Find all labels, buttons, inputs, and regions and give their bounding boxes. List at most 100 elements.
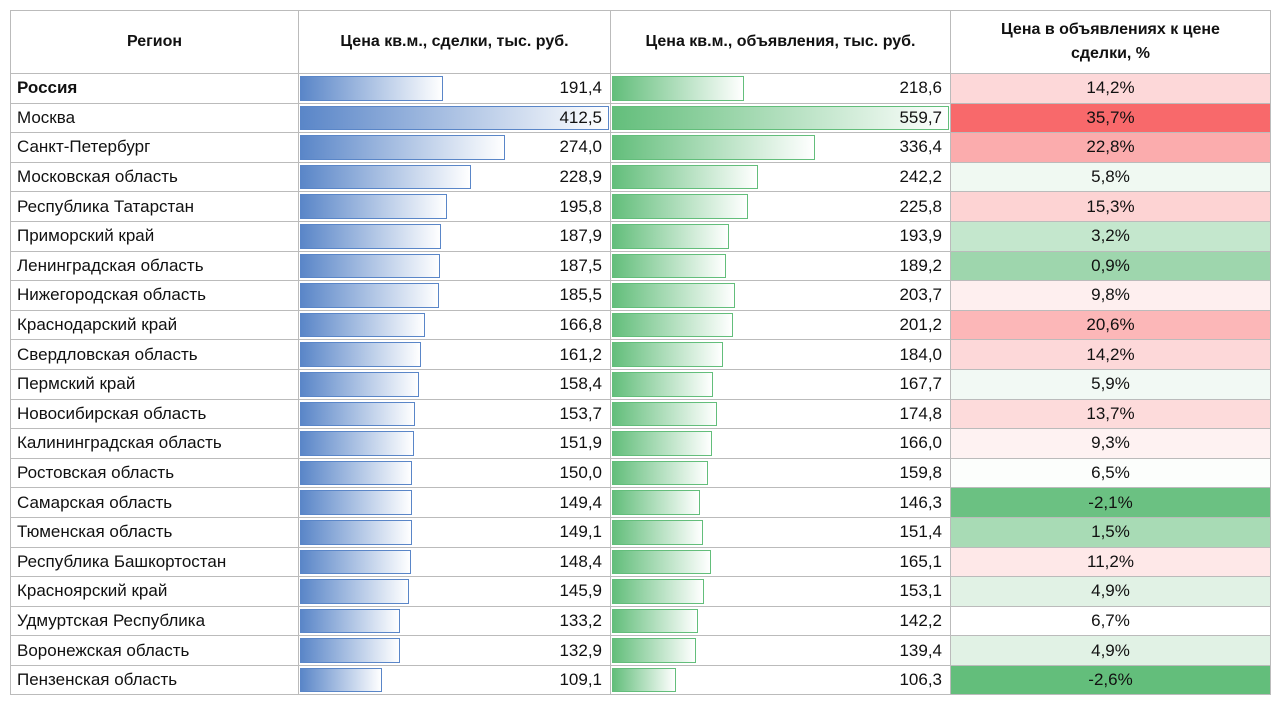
- listing-price-cell: 139,4: [610, 635, 951, 666]
- listing-price-cell: 201,2: [610, 309, 951, 341]
- deal-price-label: 187,9: [559, 226, 602, 246]
- deal-price-label: 185,5: [559, 285, 602, 305]
- deal-price-label: 148,4: [559, 551, 602, 571]
- deal-price-label: 149,1: [559, 522, 602, 542]
- table-row: Самарская область 149,4 146,3 -2,1%: [10, 487, 1271, 518]
- table-row: Московская область 228,9 242,2 5,8%: [10, 161, 1271, 193]
- deal-price-bar: [300, 223, 441, 249]
- listing-price-label: 193,9: [899, 226, 942, 246]
- listing-price-bar: [612, 490, 701, 515]
- deal-price-cell: 109,1: [298, 664, 611, 696]
- region-cell: Удмуртская Республика: [10, 605, 299, 637]
- ratio-cell: 4,9%: [950, 576, 1271, 607]
- deal-price-cell: 228,9: [298, 161, 611, 193]
- region-cell: Ростовская область: [10, 457, 299, 489]
- ratio-cell: 22,8%: [950, 132, 1271, 163]
- listing-price-label: 218,6: [899, 78, 942, 98]
- table-row: Нижегородская область 185,5 203,7 9,8%: [10, 280, 1271, 311]
- deal-price-bar: [300, 283, 439, 308]
- listing-price-cell: 159,8: [610, 457, 951, 489]
- listing-price-label: 559,7: [899, 107, 942, 127]
- listing-price-bar: [612, 638, 696, 663]
- deal-price-cell: 150,0: [298, 457, 611, 489]
- deal-price-bar: [300, 579, 410, 604]
- listing-price-label: 336,4: [899, 137, 942, 157]
- listing-price-label: 203,7: [899, 285, 942, 305]
- listing-price-label: 242,2: [899, 167, 942, 187]
- region-cell: Россия: [10, 73, 299, 104]
- region-cell: Калининградская область: [10, 428, 299, 459]
- listing-price-cell: 189,2: [610, 250, 951, 282]
- deal-price-bar: [300, 460, 413, 486]
- ratio-cell: 4,9%: [950, 635, 1271, 666]
- listing-price-label: 146,3: [899, 492, 942, 512]
- region-cell: Санкт-Петербург: [10, 132, 299, 163]
- deal-price-label: 153,7: [559, 403, 602, 423]
- table-body: Россия 191,4 218,6 14,2% Москва 412,5 559,7 35,…: [10, 73, 1271, 696]
- listing-price-bar: [612, 460, 709, 486]
- listing-price-cell: 559,7: [610, 102, 951, 134]
- listing-price-label: 225,8: [899, 196, 942, 216]
- listing-price-label: 142,2: [899, 610, 942, 630]
- ratio-cell: 6,7%: [950, 605, 1271, 637]
- listing-price-cell: 165,1: [610, 546, 951, 578]
- deal-price-cell: 132,9: [298, 635, 611, 666]
- table-row: Новосибирская область 153,7 174,8 13,7%: [10, 398, 1271, 430]
- ratio-cell: 0,9%: [950, 250, 1271, 282]
- region-cell: Пермский край: [10, 368, 299, 400]
- region-cell: Приморский край: [10, 220, 299, 252]
- ratio-cell: 20,6%: [950, 309, 1271, 341]
- deal-price-label: 133,2: [559, 610, 602, 630]
- listing-price-cell: 167,7: [610, 368, 951, 400]
- deal-price-cell: 187,5: [298, 250, 611, 282]
- deal-price-bar: [300, 135, 506, 160]
- deal-price-bar: [300, 401, 416, 427]
- listing-price-cell: 153,1: [610, 576, 951, 607]
- region-cell: Москва: [10, 102, 299, 134]
- deal-price-label: 132,9: [559, 640, 602, 660]
- header-row: Регион Цена кв.м., сделки, тыс. руб. Цен…: [10, 10, 1271, 74]
- deal-price-label: 166,8: [559, 315, 602, 335]
- deal-price-bar: [300, 667, 382, 693]
- ratio-cell: 3,2%: [950, 220, 1271, 252]
- deal-price-label: 109,1: [559, 670, 602, 690]
- table-row: Пензенская область 109,1 106,3 -2,6%: [10, 664, 1271, 696]
- ratio-cell: 5,8%: [950, 161, 1271, 193]
- deal-price-cell: 166,8: [298, 309, 611, 341]
- listing-price-label: 167,7: [899, 374, 942, 394]
- listing-price-cell: 218,6: [610, 73, 951, 104]
- ratio-cell: 9,8%: [950, 280, 1271, 311]
- listing-price-label: 189,2: [899, 255, 942, 275]
- listing-price-label: 159,8: [899, 463, 942, 483]
- listing-price-bar: [612, 253, 726, 279]
- listing-price-bar: [612, 105, 949, 131]
- header-cell: Цена кв.м., объявления, тыс. руб.: [610, 10, 951, 74]
- ratio-cell: 14,2%: [950, 339, 1271, 370]
- deal-price-bar: [300, 76, 444, 101]
- deal-price-cell: 191,4: [298, 73, 611, 104]
- table-row: Москва 412,5 559,7 35,7%: [10, 102, 1271, 134]
- deal-price-cell: 151,9: [298, 428, 611, 459]
- deal-price-cell: 412,5: [298, 102, 611, 134]
- table-row: Ленинградская область 187,5 189,2 0,9%: [10, 250, 1271, 282]
- region-cell: Тюменская область: [10, 516, 299, 548]
- listing-price-cell: 225,8: [610, 191, 951, 222]
- listing-price-cell: 142,2: [610, 605, 951, 637]
- deal-price-label: 149,4: [559, 492, 602, 512]
- listing-price-cell: 184,0: [610, 339, 951, 370]
- listing-price-bar: [612, 608, 698, 634]
- deal-price-bar: [300, 371, 419, 397]
- deal-price-cell: 195,8: [298, 191, 611, 222]
- deal-price-cell: 145,9: [298, 576, 611, 607]
- listing-price-label: 153,1: [899, 581, 942, 601]
- price-table: Регион Цена кв.м., сделки, тыс. руб. Цен…: [10, 10, 1271, 696]
- deal-price-label: 151,9: [559, 433, 602, 453]
- region-cell: Республика Башкортостан: [10, 546, 299, 578]
- deal-price-bar: [300, 312, 425, 338]
- deal-price-cell: 161,2: [298, 339, 611, 370]
- deal-price-bar: [300, 164, 472, 190]
- deal-price-bar: [300, 431, 414, 456]
- listing-price-cell: 106,3: [610, 664, 951, 696]
- region-cell: Ленинградская область: [10, 250, 299, 282]
